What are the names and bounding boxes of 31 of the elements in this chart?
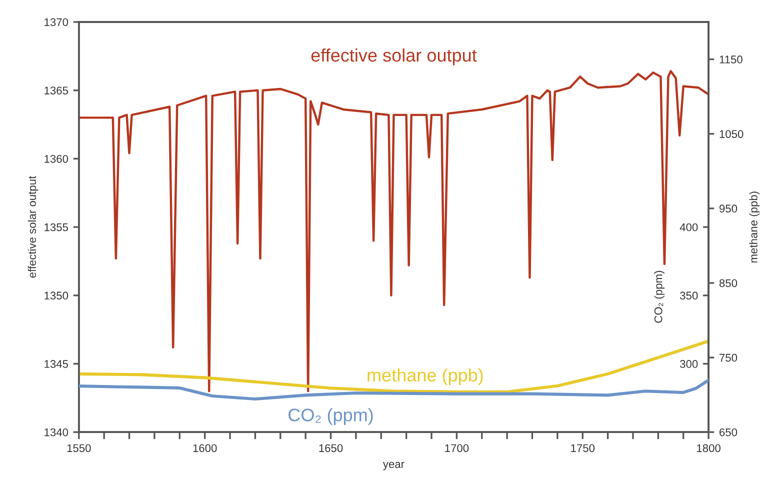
y-tick-label: 1365 [44, 86, 68, 94]
y3-axis-title: CO₂ (ppm) [654, 270, 664, 323]
line-series [78, 340, 709, 394]
x-tick-label: 1750 [571, 444, 595, 452]
x-tick-label: 1700 [445, 444, 469, 452]
x-axis-title: year [382, 462, 404, 470]
y2-tick-label: 950 [719, 204, 738, 213]
x-tick-label: 1650 [319, 444, 343, 452]
y2-tick-label: 1150 [720, 56, 742, 64]
x-tick-label: 1800 [697, 444, 720, 452]
line-series [78, 70, 709, 392]
y-tick-label: 1360 [44, 154, 68, 163]
x-tick-label: 1600 [193, 444, 217, 452]
series-label: methane (ppb) [368, 368, 483, 386]
series-label: effective solar output [311, 48, 477, 66]
y-tick-label: 1350 [44, 292, 68, 300]
y-tick-label: 1340 [44, 428, 68, 436]
x-tick-label: 1550 [67, 444, 91, 452]
y2-axis-title: methane (ppb) [749, 192, 760, 262]
y-tick-label: 1345 [44, 360, 68, 368]
y2-tick-label: 850 [719, 279, 738, 288]
y3-tick-label: 400 [680, 223, 698, 232]
y2-tick-label: 1050 [720, 130, 744, 138]
y3-tick-label: 350 [680, 292, 698, 300]
y3-tick-label: 300 [680, 360, 698, 368]
y2-tick-label: 750 [720, 354, 738, 362]
y-axis-title: effective solar output [28, 176, 38, 278]
series-label: CO₂ (ppm) [288, 408, 373, 425]
y-tick-label: 1370 [44, 18, 68, 26]
y2-tick-label: 650 [720, 428, 738, 436]
y-tick-label: 1355 [44, 223, 68, 232]
